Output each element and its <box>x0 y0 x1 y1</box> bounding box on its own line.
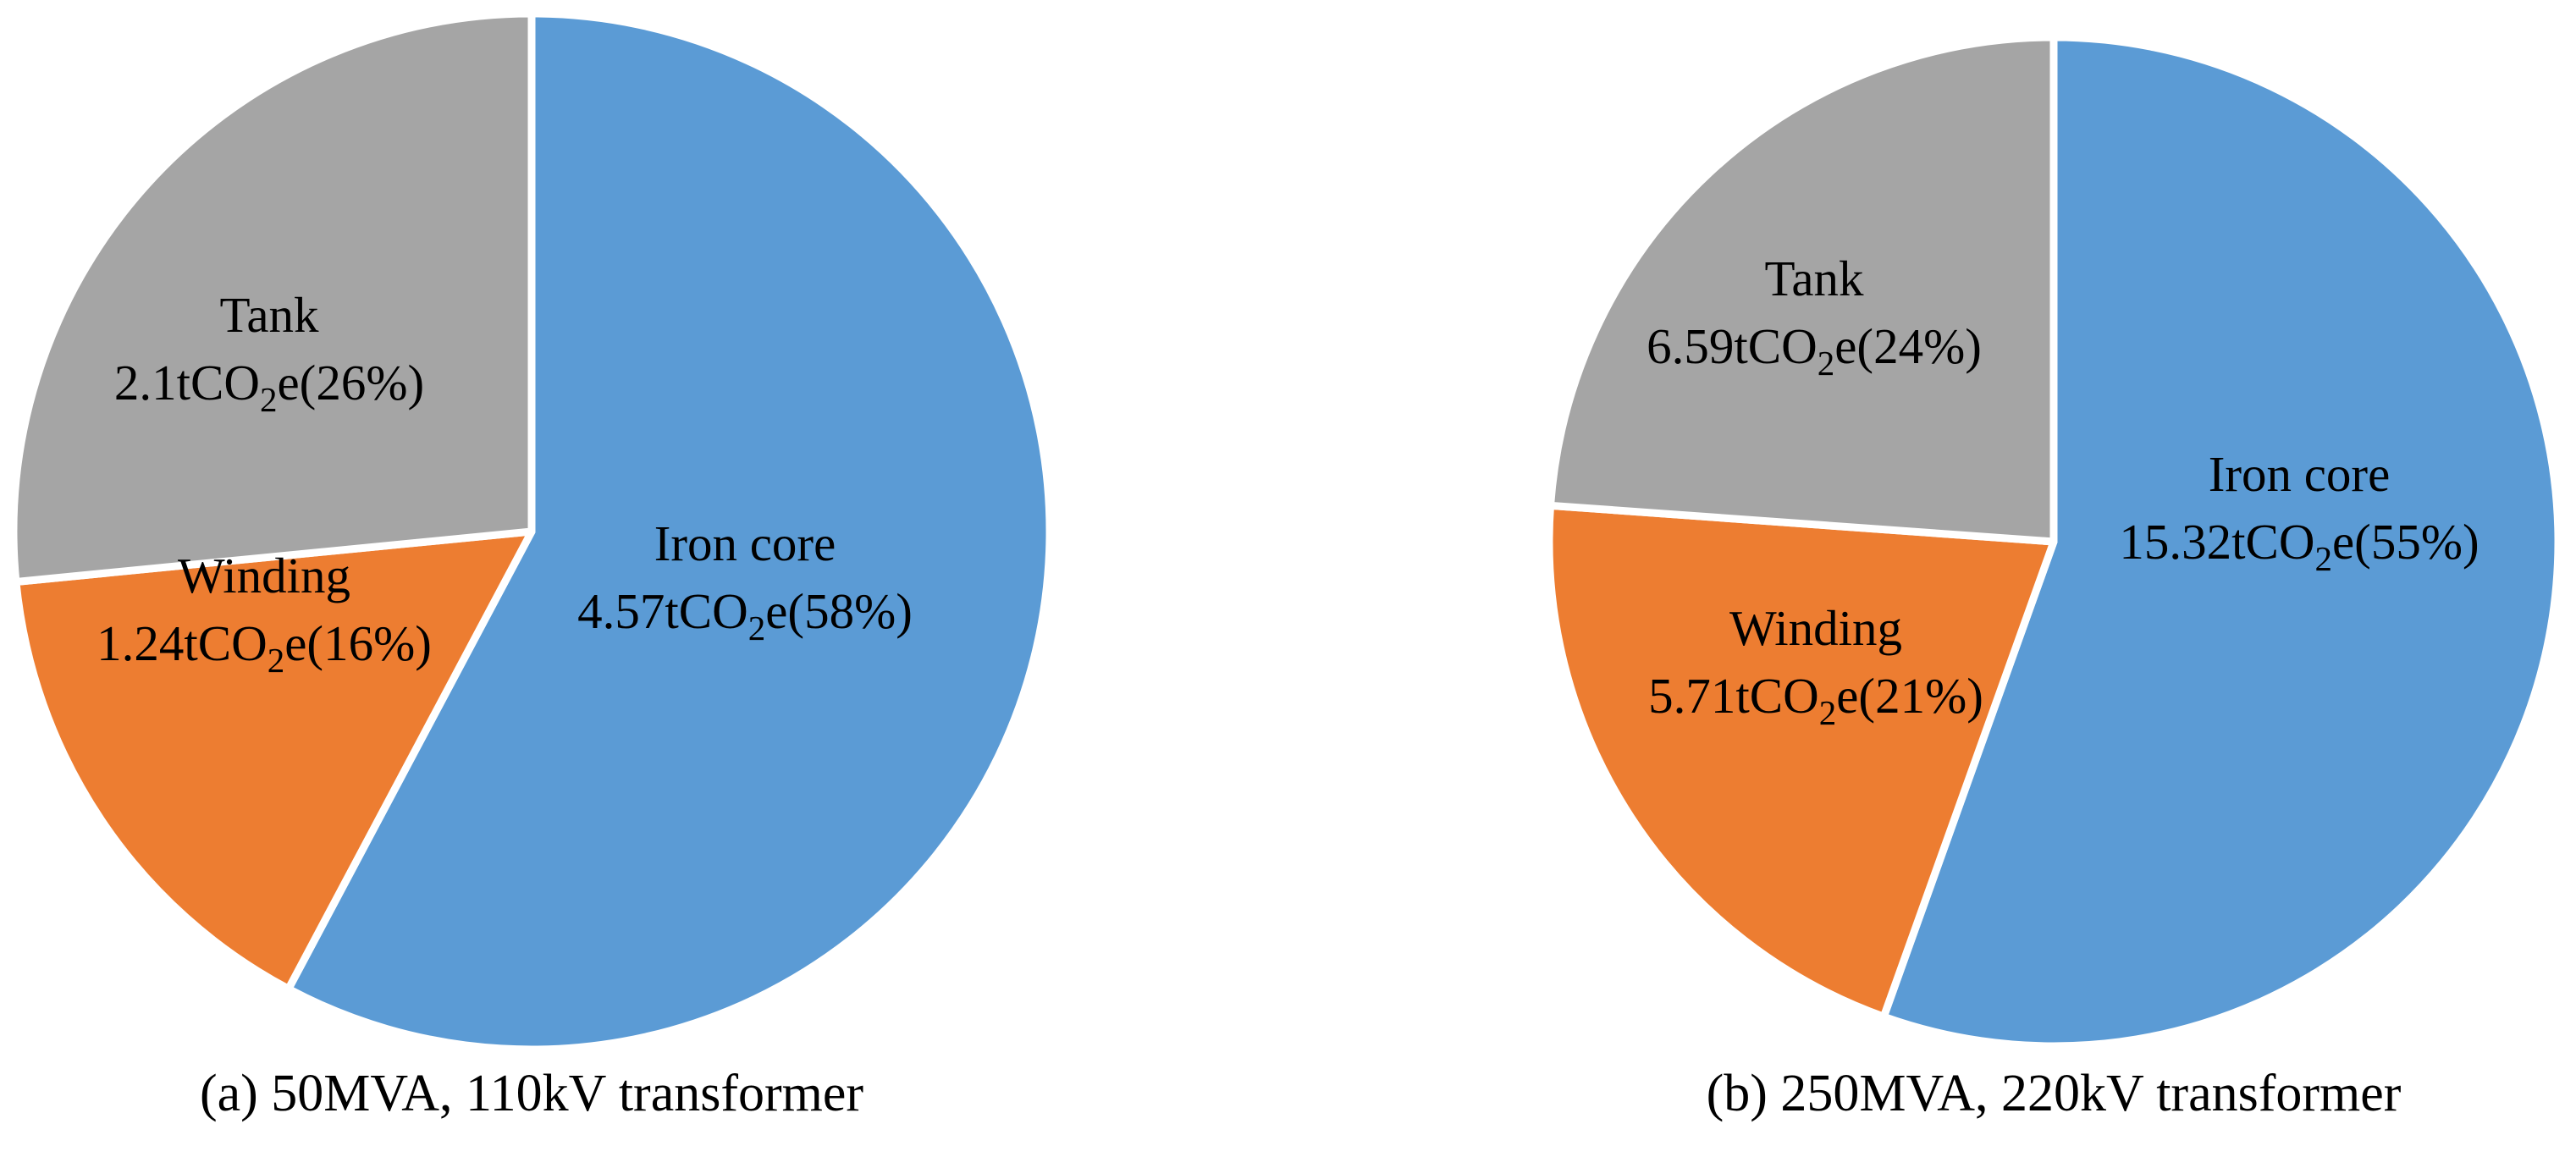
slice-name-label: Tank <box>1764 251 1864 306</box>
slice-value-label: 1.24tCO2e(16%) <box>97 615 432 680</box>
slice-value-label: 4.57tCO2e(58%) <box>577 583 913 647</box>
slice-value-label: 5.71tCO2e(21%) <box>1648 668 1983 732</box>
pie-slice-winding <box>1545 501 2058 1021</box>
pie-slice-iron-core <box>1879 33 2562 1050</box>
slice-value-label: 15.32tCO2e(55%) <box>2119 514 2479 578</box>
slice-name-label: Winding <box>1729 600 1902 656</box>
pie-slice-tank <box>1547 33 2058 546</box>
pie-slice-tank <box>9 9 536 586</box>
pie-slice-winding <box>12 527 536 993</box>
slice-name-label: Iron core <box>2209 446 2391 502</box>
chart-caption: (b) 250MVA, 220kV transformer <box>1707 1065 2402 1122</box>
chart-caption: (a) 50MVA, 110kV transformer <box>200 1065 863 1122</box>
slice-name-label: Winding <box>178 548 350 603</box>
pie-chart-a: Iron core 4.57tCO2e(58%) Winding 1.24tCO2e(… <box>9 9 1054 1122</box>
slice-value-label: 6.59tCO2e(24%) <box>1647 318 1982 383</box>
pie-chart-b: Iron core 15.32tCO2e(55%) Winding 5.71tCO2e… <box>1545 33 2562 1122</box>
slice-name-label: Tank <box>219 287 319 343</box>
slice-name-label: Iron core <box>654 515 836 571</box>
pie-slice-iron-core <box>284 9 1054 1054</box>
slice-value-label: 2.1tCO2e(26%) <box>114 355 424 419</box>
